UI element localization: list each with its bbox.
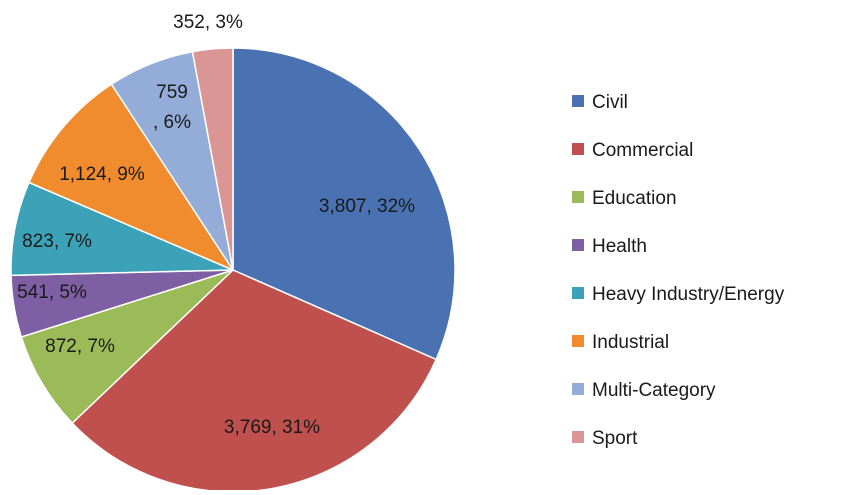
data-label-civil: 3,807, 32% [319, 196, 415, 217]
legend-swatch-heavy-industry-energy [572, 287, 584, 299]
data-label-industrial: 1,124, 9% [59, 164, 145, 185]
pie-slice-sport [191, 47, 234, 271]
pie-slice-commercial [71, 269, 438, 493]
legend-swatch-multi-category [572, 383, 584, 395]
legend-label-sport: Sport [592, 428, 638, 449]
legend-swatch-education [572, 191, 584, 203]
legend-swatch-civil [572, 95, 584, 107]
legend-label-multi-category: Multi-Category [592, 380, 716, 401]
data-label-sport: 352, 3% [173, 12, 243, 33]
legend-swatch-sport [572, 431, 584, 443]
legend-label-health: Health [592, 236, 647, 257]
pie-slice-civil [232, 47, 456, 361]
legend-swatch-health [572, 239, 584, 251]
legend: Civil Commercial Education Health Heavy Indu… [572, 92, 785, 449]
data-label-education: 872, 7% [45, 336, 115, 357]
legend-swatch-commercial [572, 143, 584, 155]
data-label-commercial: 3,769, 31% [224, 417, 320, 438]
legend-label-heavy-industry-energy: Heavy Industry/Energy [592, 284, 785, 305]
pie-slices [10, 47, 456, 493]
data-label-health: 541, 5% [17, 282, 87, 303]
legend-label-commercial: Commercial [592, 140, 693, 161]
legend-label-education: Education [592, 188, 677, 209]
pie-slice-education [20, 269, 234, 425]
legend-swatch-industrial [572, 335, 584, 347]
legend-label-civil: Civil [592, 92, 628, 113]
data-label-multi-category: 759, 6% [153, 82, 191, 133]
pie-slice-industrial [27, 83, 235, 272]
data-labels: 3,807, 32% 3,769, 31% 872, 7% 541, 5% 823, 7… [17, 12, 415, 438]
data-label-heavy-industry-energy: 823, 7% [22, 231, 92, 252]
legend-label-industrial: Industrial [592, 332, 669, 353]
